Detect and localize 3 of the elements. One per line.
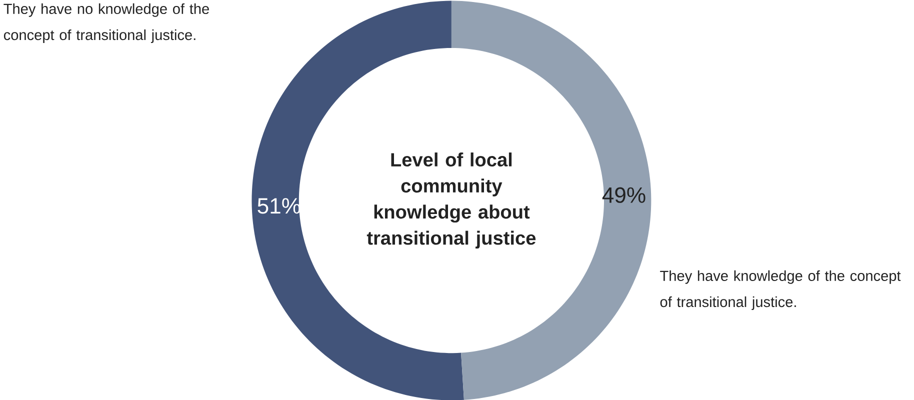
slice-label: They have knowledge of the concept of transitional justice.: [660, 270, 901, 310]
text: Level of local community knowledge about transitional justice: [366, 152, 536, 248]
slice-label: They have no knowledge of the concept of transitional justice.: [4, 3, 209, 43]
